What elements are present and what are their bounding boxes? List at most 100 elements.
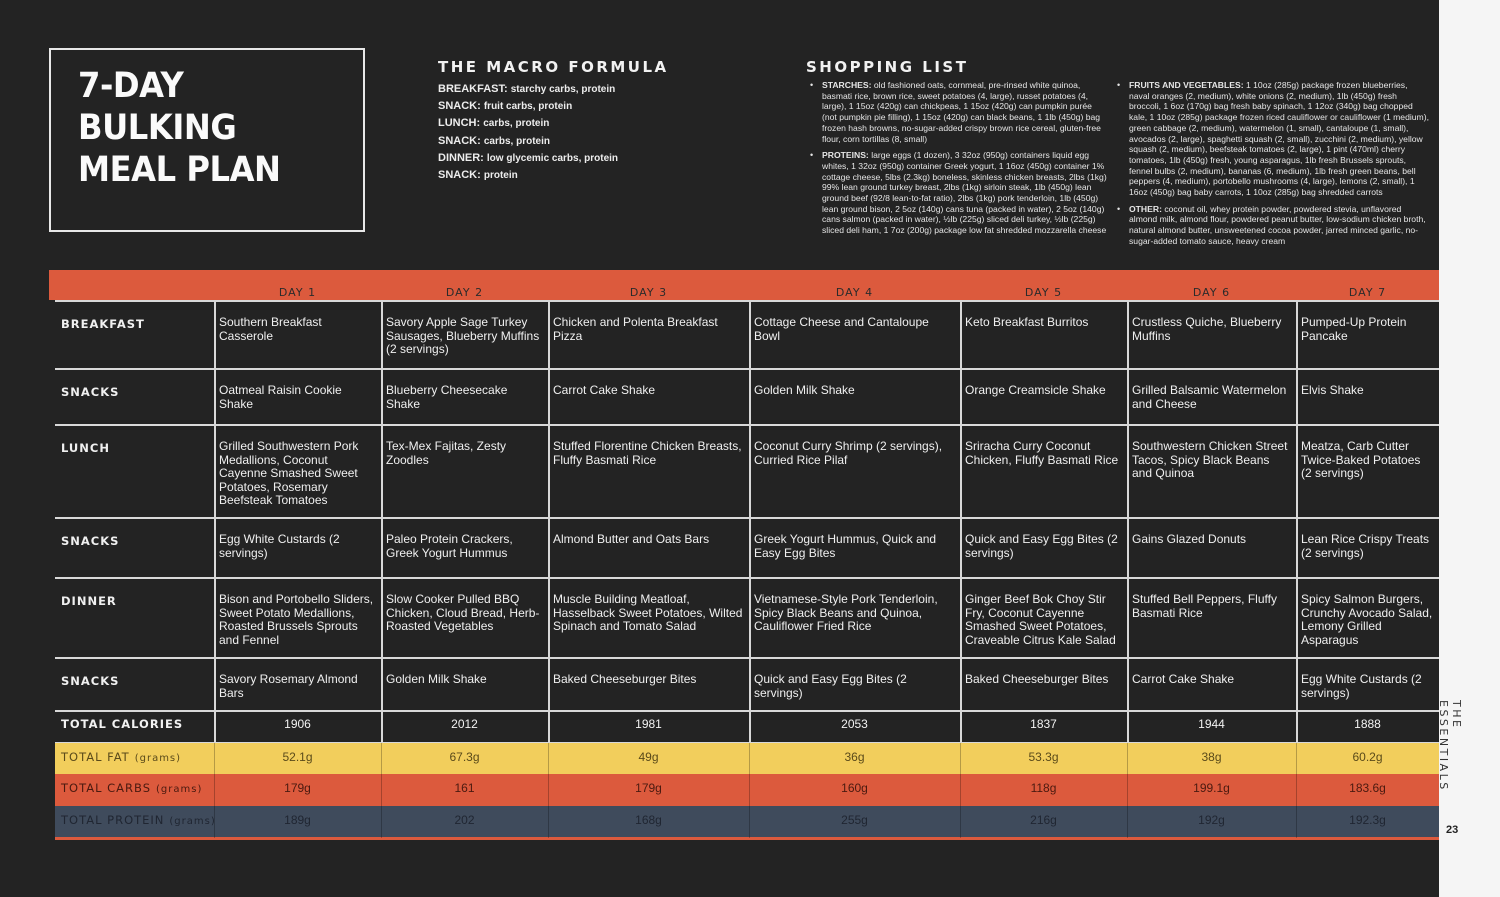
meal-cell: Orange Creamsicle Shake <box>965 383 1106 397</box>
total-row-label: TOTAL FAT (grams) <box>61 750 181 764</box>
meal-cell: Savory Apple Sage Turkey Sausages, Blueb… <box>386 315 540 357</box>
column-divider <box>381 300 383 743</box>
day-header: DAY 5 <box>1024 286 1063 299</box>
total-value: 192g <box>1198 813 1225 827</box>
column-divider <box>214 300 216 743</box>
total-label-unit: (grams) <box>169 816 216 827</box>
total-value: 38g <box>1201 750 1222 764</box>
macro-item-value: low glycemic carbs, protein <box>486 152 619 164</box>
meal-cell: Golden Milk Shake <box>386 672 487 686</box>
meal-cell: Vietnamese-Style Pork Tenderloin, Spicy … <box>754 592 938 634</box>
meal-cell: Stuffed Florentine Chicken Breasts, Fluf… <box>553 439 742 467</box>
meal-cell: Oatmeal Raisin Cookie Shake <box>219 383 342 411</box>
meal-cell: Sriracha Curry Coconut Chicken, Fluffy B… <box>965 439 1119 467</box>
total-value: 160g <box>841 781 868 795</box>
macro-item-value: carbs, protein <box>483 135 550 147</box>
meal-row-label: DINNER <box>61 594 117 608</box>
column-divider <box>1296 300 1298 743</box>
shopping-entry: OTHER: coconut oil, whey protein powder,… <box>1117 203 1429 247</box>
total-value: 67.3g <box>449 750 480 764</box>
column-divider <box>548 300 550 743</box>
meal-cell: Quick and Easy Egg Bites (2 servings) <box>965 532 1118 560</box>
row-divider <box>55 300 1439 302</box>
meal-cell: Gains Glazed Donuts <box>1132 532 1247 546</box>
total-value: 2012 <box>451 717 478 731</box>
row-divider <box>55 424 1439 426</box>
total-row-label: TOTAL CALORIES <box>61 717 183 731</box>
macro-item-value: fruit carbs, protein <box>483 101 573 113</box>
macro-item: SNACK: fruit carbs, protein <box>438 98 768 115</box>
title-box: 7-DAY BULKING MEAL PLAN <box>49 48 365 232</box>
total-row-bg <box>55 806 1439 838</box>
row-divider <box>55 657 1439 659</box>
column-divider <box>960 743 961 838</box>
meal-cell: Almond Butter and Oats Bars <box>553 532 710 546</box>
title-line-2: BULKING <box>78 108 237 148</box>
meal-cell: Crustless Quiche, Blueberry Muffins <box>1132 315 1282 343</box>
meal-cell: Keto Breakfast Burritos <box>965 315 1089 329</box>
row-divider <box>55 368 1439 370</box>
total-label-text: TOTAL PROTEIN <box>61 813 165 827</box>
meal-cell: Bison and Portobello Sliders, Sweet Pota… <box>219 592 374 647</box>
macro-item-key: BREAKFAST: <box>438 83 511 95</box>
total-value: 118g <box>1030 781 1057 795</box>
macro-item-key: LUNCH: <box>438 117 484 130</box>
meal-row-label: LUNCH <box>61 441 110 455</box>
meal-cell: Lean Rice Crispy Treats (2 servings) <box>1301 532 1430 560</box>
macro-item-key: SNACK: <box>438 100 484 113</box>
shopping-items: coconut oil, whey protein powder, powder… <box>1129 203 1426 246</box>
meal-cell: Coconut Curry Shrimp (2 servings), Curri… <box>754 439 943 467</box>
meal-cell: Pumped-Up Protein Pancake <box>1301 315 1407 343</box>
macro-heading: THE MACRO FORMULA <box>438 58 669 76</box>
macro-item: LUNCH: carbs, protein <box>438 115 768 132</box>
total-value: 52.1g <box>282 750 313 764</box>
meal-row-label: BREAKFAST <box>61 317 145 331</box>
shopping-entry: STARCHES: old fashioned oats, cornmeal, … <box>810 80 1108 144</box>
total-label-unit: (grams) <box>134 753 182 764</box>
total-value: 1906 <box>284 717 311 731</box>
section-title: THE ESSENTIALS <box>1437 700 1463 792</box>
row-divider <box>55 577 1439 579</box>
total-value: 216g <box>1030 813 1057 827</box>
total-value: 179g <box>284 781 311 795</box>
day-header-band <box>49 270 1439 300</box>
shopping-items: 1 10oz (285g) package frozen blueberries… <box>1129 80 1429 198</box>
table-bottom-rule <box>55 837 1439 840</box>
title-line-1: 7-DAY <box>78 66 184 106</box>
meal-cell: Quick and Easy Egg Bites (2 servings) <box>754 672 907 700</box>
day-header: DAY 4 <box>835 286 874 299</box>
meal-cell: Baked Cheeseburger Bites <box>965 672 1109 686</box>
macro-formula: THE MACRO FORMULA BREAKFAST: starchy car… <box>438 58 768 184</box>
total-label-unit: (grams) <box>156 784 203 795</box>
meal-cell: Cottage Cheese and Cantaloupe Bowl <box>754 315 929 343</box>
meal-cell: Chicken and Polenta Breakfast Pizza <box>553 315 718 343</box>
total-value: 179g <box>635 781 662 795</box>
meal-cell: Muscle Building Meatloaf, Hasselback Swe… <box>553 592 743 634</box>
macro-item-key: SNACK: <box>438 134 484 147</box>
column-divider <box>214 743 215 838</box>
day-header: DAY 7 <box>1348 286 1387 299</box>
meal-cell: Savory Rosemary Almond Bars <box>219 672 358 700</box>
total-row-label: TOTAL PROTEIN (grams) <box>61 813 216 827</box>
row-divider <box>55 517 1439 519</box>
total-row-bg <box>55 743 1439 774</box>
total-value: 161 <box>454 781 475 795</box>
macro-item-value: starchy carbs, protein <box>510 84 616 95</box>
shopping-column-right: FRUITS AND VEGETABLES: 1 10oz (285g) pac… <box>1117 80 1429 253</box>
day-header: DAY 6 <box>1192 286 1231 299</box>
macro-item-key: DINNER: <box>438 151 487 164</box>
column-divider <box>1296 743 1297 838</box>
day-header: DAY 3 <box>629 286 668 299</box>
total-value: 1888 <box>1354 717 1381 731</box>
row-divider <box>55 742 1439 743</box>
page-number: 23 <box>1446 824 1459 836</box>
meal-row-label: SNACKS <box>61 534 120 548</box>
total-label-text: TOTAL CARBS <box>61 781 152 795</box>
meal-row-label: SNACKS <box>61 674 120 688</box>
total-value: 199.1g <box>1193 781 1230 795</box>
meal-cell: Greek Yogurt Hummus, Quick and Easy Egg … <box>754 532 937 560</box>
shopping-column-left: STARCHES: old fashioned oats, cornmeal, … <box>810 80 1108 242</box>
meal-cell: Southwestern Chicken Street Tacos, Spicy… <box>1132 439 1288 481</box>
column-divider <box>960 300 962 743</box>
meal-cell: Carrot Cake Shake <box>1132 672 1235 686</box>
